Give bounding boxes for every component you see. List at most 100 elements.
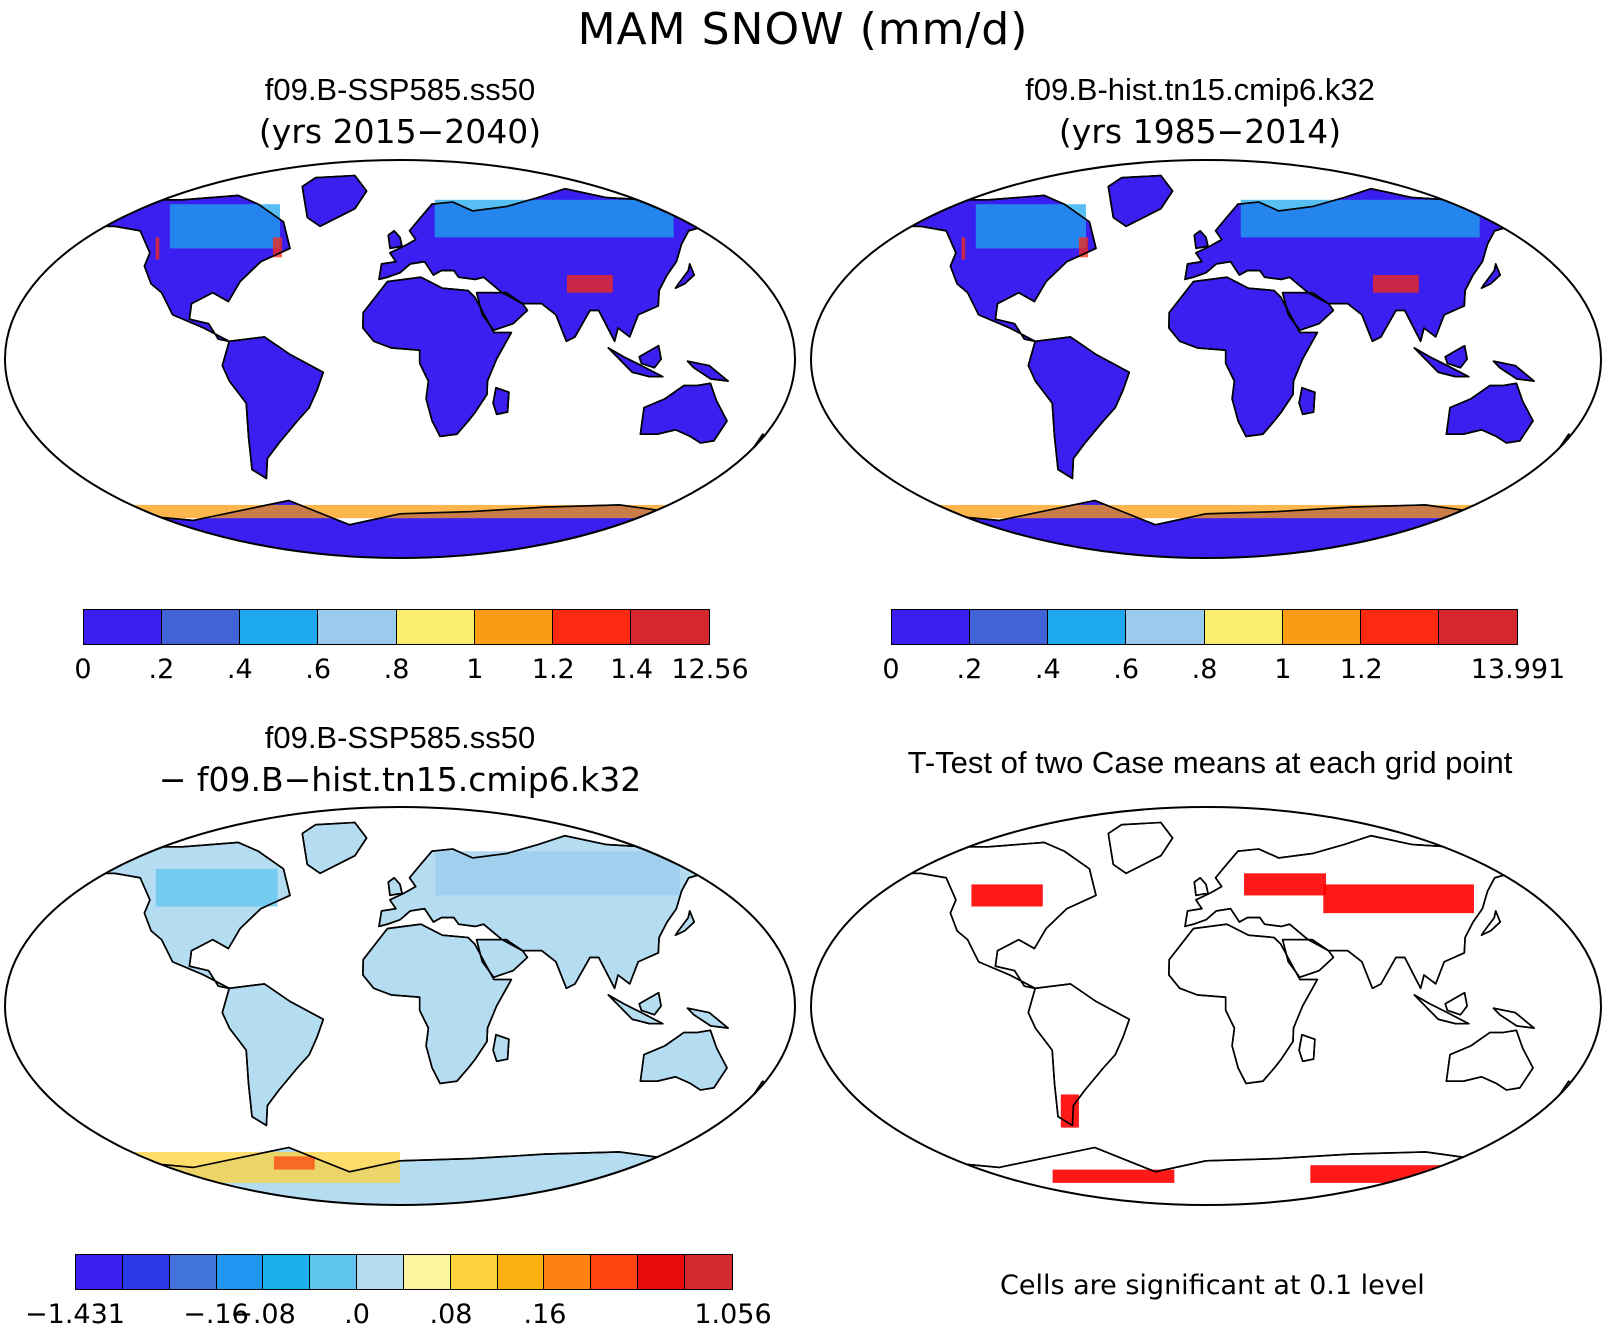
field-patch [1310, 1165, 1444, 1183]
coastline [492, 1033, 510, 1063]
colorbar-difference [75, 1254, 733, 1290]
field-patch [435, 851, 681, 896]
coastline [1107, 174, 1174, 228]
colorbar-tick-label: 1.2 [1339, 654, 1383, 685]
map-difference [4, 806, 796, 1206]
colorbar-tick-label: .4 [1034, 654, 1061, 685]
coastline [639, 382, 728, 444]
colorbar-ticks-case2: 0 .2 .4 .6 .8 1 1.2 13.991 [882, 654, 1565, 688]
colorbar-swatch [638, 1255, 685, 1289]
coastline [607, 347, 664, 378]
coastline [1445, 1029, 1534, 1091]
coastline [75, 1146, 705, 1205]
colorbar-tick-label: .0 [344, 1299, 370, 1330]
coastline [221, 983, 325, 1127]
coastline [475, 291, 529, 332]
year-range: (yrs 1985−2014) [1058, 112, 1342, 151]
difference-label: − f09.B−hist.tn15.cmip6.k32 [158, 760, 642, 799]
case-name: f09.B-SSP585.ss50 [264, 720, 536, 755]
colorbar-swatch [263, 1255, 311, 1289]
field-patch [273, 1156, 315, 1170]
coastline [1281, 938, 1335, 979]
colorbar-swatch [544, 1255, 592, 1289]
field-patch [70, 504, 713, 519]
coastline [378, 834, 736, 990]
colorbar-swatch [240, 610, 319, 644]
colorbar-tick-label: 1.4 [610, 654, 654, 685]
coastline [638, 991, 662, 1016]
panel-title-case1: f09.B-SSP585.ss50 (yrs 2015−2040) [0, 72, 800, 151]
coastline [1444, 991, 1468, 1016]
colorbar-swatch [122, 1255, 170, 1289]
coastline [1027, 336, 1131, 480]
colorbar-swatch [216, 1255, 264, 1289]
map-frame [810, 159, 1602, 559]
field-patch [1078, 237, 1089, 258]
year-range: (yrs 2015−2040) [258, 112, 542, 151]
colorbar-tick-label: 12.56 [671, 654, 749, 685]
coastline [639, 1029, 728, 1091]
colorbar-swatch [396, 610, 475, 644]
map-frame [4, 159, 796, 559]
colorbar-swatch [1204, 610, 1283, 644]
coastline [85, 841, 291, 990]
colorbar-tick-label: 0 [74, 654, 92, 685]
coastline [221, 336, 325, 480]
field-patch [70, 1151, 400, 1183]
colorbar-case2 [891, 609, 1518, 645]
colorbar-swatch [552, 610, 631, 644]
colorbar-swatch [474, 610, 553, 644]
panel-title-ttest: T-Test of two Case means at each grid po… [907, 745, 1513, 780]
colorbar-tick-label: 1 [466, 654, 484, 685]
colorbar-tick-label: 0 [882, 654, 900, 685]
field-patch [155, 868, 278, 907]
coastline [301, 174, 368, 228]
field-patch [1060, 1094, 1079, 1128]
coastline [1193, 877, 1209, 897]
map-frame [4, 806, 796, 1206]
coastline [1445, 382, 1534, 444]
colorbar-ticks-case1: 0 .2 .4 .6 .8 1 1.2 1.4 12.56 [74, 654, 748, 688]
colorbar-swatch [591, 1255, 639, 1289]
colorbar-swatch [162, 610, 241, 644]
colorbar-swatch [76, 1255, 123, 1289]
colorbar-tick-label: −1.431 [25, 1299, 125, 1330]
field-patch [971, 884, 1043, 907]
colorbar-tick-label: 1 [1274, 654, 1292, 685]
coastline [475, 938, 529, 979]
colorbar-tick-label: 1.2 [531, 654, 575, 685]
coastline [1193, 230, 1209, 250]
colorbar-tick-label: 13.991 [1470, 654, 1566, 685]
coastline [387, 877, 403, 897]
colorbar-tick-label: .6 [1113, 654, 1140, 685]
colorbar-tick-label: .16 [523, 1299, 567, 1330]
field-patch [1372, 274, 1419, 293]
field-patch [1240, 199, 1480, 238]
colorbar-swatch [84, 610, 163, 644]
colorbar-tick-label: 1.056 [694, 1299, 772, 1330]
field-patch [566, 274, 613, 293]
coastline [607, 994, 664, 1025]
panel-title-diff: f09.B-SSP585.ss50 − f09.B−hist.tn15.cmip… [0, 720, 800, 799]
coastline [1298, 386, 1316, 416]
coastline [362, 923, 513, 1085]
coastline [674, 910, 695, 936]
field-patch [876, 504, 1519, 519]
colorbar-tick-label: −.08 [230, 1299, 296, 1330]
coastline [674, 263, 695, 289]
field-patch [272, 237, 283, 258]
case-name: f09.B-hist.tn15.cmip6.k32 [1025, 72, 1375, 107]
coastline [362, 276, 513, 438]
colorbar-case1 [83, 609, 710, 645]
coastline [1027, 983, 1131, 1127]
colorbar-swatch [970, 610, 1049, 644]
colorbar-ticks-difference: −1.431 −.16 −.08.0.08.16 1.056 [25, 1299, 772, 1333]
coastline [1413, 994, 1470, 1025]
field-patch [961, 237, 966, 260]
colorbar-tick-label: .6 [305, 654, 332, 685]
field-patch [1323, 884, 1474, 914]
coastline [378, 187, 736, 343]
field-patch [975, 204, 1086, 249]
colorbar-swatch [1360, 610, 1439, 644]
field-patch [169, 204, 280, 249]
